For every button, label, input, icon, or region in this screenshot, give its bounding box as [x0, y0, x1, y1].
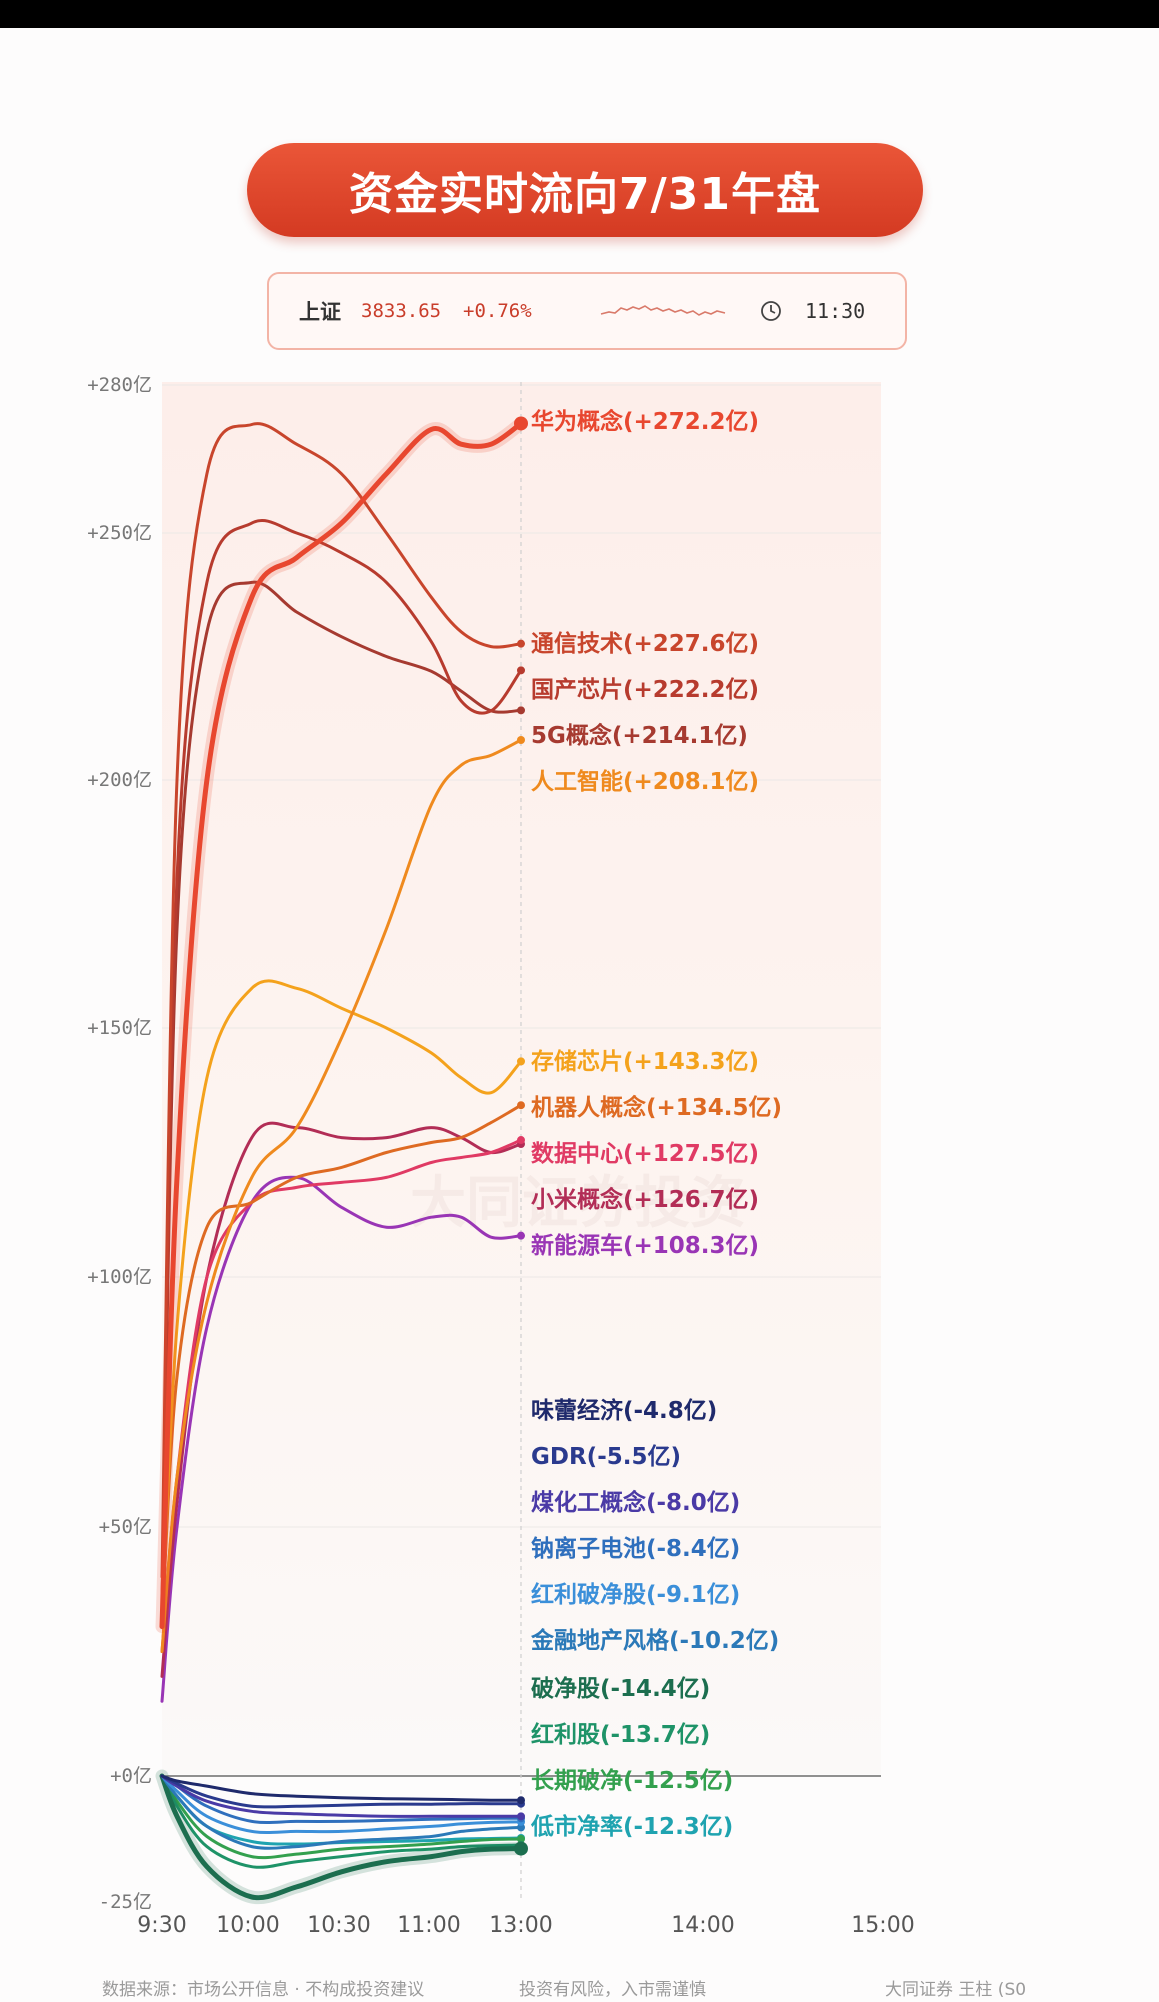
x-tick-label: 9:30 [137, 1913, 186, 1938]
series-end-point [517, 706, 525, 715]
series-label: 金融地产风格(-10.2亿) [530, 1627, 779, 1654]
sparkline-icon [600, 305, 726, 316]
series-label: 通信技术(+227.6亿) [531, 630, 759, 657]
series-end-point [517, 1231, 525, 1240]
x-tick-label: 13:00 [489, 1913, 552, 1938]
series-line [160, 1774, 523, 1824]
series-line [159, 1773, 524, 1901]
series-line [160, 738, 523, 1653]
index-change: +0.76% [463, 300, 532, 322]
series-line [160, 1774, 523, 1850]
series-end-point [517, 1835, 525, 1843]
series-label: 红利股(-13.7亿) [531, 1721, 710, 1748]
series-line [160, 1774, 523, 1802]
series-end-point [517, 1136, 525, 1145]
y-tick-label: +50亿 [99, 1516, 152, 1538]
x-tick-label: 11:00 [397, 1913, 460, 1938]
y-tick-label: +0亿 [110, 1765, 152, 1787]
series-end-point [517, 735, 525, 744]
watermark: 大同证券投资 [410, 1171, 746, 1236]
y-tick-label: -25亿 [99, 1891, 152, 1913]
footer-credit: 大同证券 王柱 (S0 [885, 1980, 1027, 2000]
series-end-point [514, 1841, 528, 1856]
series-line [159, 421, 524, 1630]
y-tick-label: +100亿 [87, 1266, 152, 1288]
series-end-point [517, 666, 525, 675]
series-line [160, 519, 523, 1604]
series-label: 国产芯片(+222.2亿) [531, 676, 759, 703]
series-end-point [517, 1057, 525, 1066]
series-line [160, 422, 523, 1579]
series-line [160, 1774, 523, 1809]
status-bar [0, 0, 1159, 28]
series-label: 钠离子电池(-8.4亿) [531, 1535, 740, 1562]
x-tick-label: 15:00 [851, 1913, 914, 1938]
page-title: 资金实时流向7/31午盘 [247, 143, 923, 237]
series-end-point [517, 1812, 525, 1821]
series-label: 人工智能(+208.1亿) [531, 768, 759, 795]
series-label: 新能源车(+108.3亿) [531, 1232, 759, 1259]
series-label: 破净股(-14.4亿) [531, 1675, 710, 1702]
series-end-point [517, 639, 525, 648]
series-line [160, 1774, 523, 1835]
series-end-point [514, 416, 528, 431]
series-label: 长期破净(-12.5亿) [531, 1767, 733, 1794]
series-label: 数据中心(+127.5亿) [531, 1141, 759, 1167]
series-end-point [517, 1101, 525, 1110]
series-label: 存储芯片(+143.3亿) [531, 1048, 759, 1075]
series-line [160, 1175, 523, 1703]
x-tick-label: 10:30 [307, 1913, 370, 1938]
index-value: 3833.65 [361, 300, 442, 322]
series-label: 红利破净股(-9.1亿) [531, 1581, 740, 1608]
series-label: 低市净率(-12.3亿) [530, 1813, 733, 1840]
clock-icon [761, 301, 781, 321]
x-tick-label: 10:00 [216, 1913, 279, 1938]
series-end-point [517, 1823, 525, 1832]
y-tick-label: +200亿 [87, 769, 152, 791]
series-line [160, 1103, 523, 1629]
series-label: 味蕾经济(-4.8亿) [531, 1397, 717, 1424]
index-ticker: 上证 3833.65 +0.76% 11:30 [267, 272, 907, 350]
index-name: 上证 [299, 300, 341, 324]
footer-source: 数据来源：市场公开信息 · 不构成投资建议 [102, 1980, 425, 2000]
series-label: 小米概念(+126.7亿) [531, 1186, 759, 1213]
series-line [160, 1774, 523, 1869]
series-label: 华为概念(+272.2亿) [531, 408, 759, 435]
series-label: 机器人概念(+134.5亿) [531, 1094, 782, 1121]
series-line [160, 979, 523, 1629]
series-label: 煤化工概念(-8.0亿) [531, 1489, 740, 1516]
footer-risk: 投资有风险，入市需谨慎 [519, 1980, 706, 2000]
y-tick-label: +250亿 [87, 522, 152, 544]
series-line [160, 1774, 523, 1818]
index-time: 11:30 [805, 299, 866, 323]
series-end-point [517, 1796, 525, 1805]
series-label: 5G概念(+214.1亿) [531, 722, 748, 749]
y-tick-label: +280亿 [87, 374, 152, 396]
series-label: GDR(-5.5亿) [531, 1444, 681, 1470]
y-tick-label: +150亿 [87, 1017, 152, 1039]
x-tick-label: 14:00 [671, 1913, 734, 1938]
series-line [160, 1774, 523, 1860]
series-glow [155, 1769, 528, 1905]
